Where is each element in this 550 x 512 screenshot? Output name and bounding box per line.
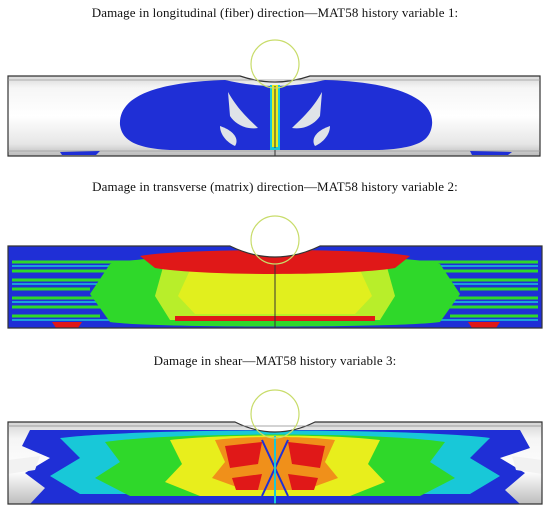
shear-damage-contour-image — [7, 389, 543, 505]
matrix-damage-contour-image — [7, 215, 543, 329]
fiber-damage-contour-image — [7, 39, 541, 157]
panel-1-caption: Damage in longitudinal (fiber) direction… — [91, 5, 459, 20]
panel-3-caption: Damage in shear—MAT58 history variable 3… — [153, 353, 397, 368]
panel-2-caption: Damage in transverse (matrix) direction—… — [92, 179, 458, 194]
